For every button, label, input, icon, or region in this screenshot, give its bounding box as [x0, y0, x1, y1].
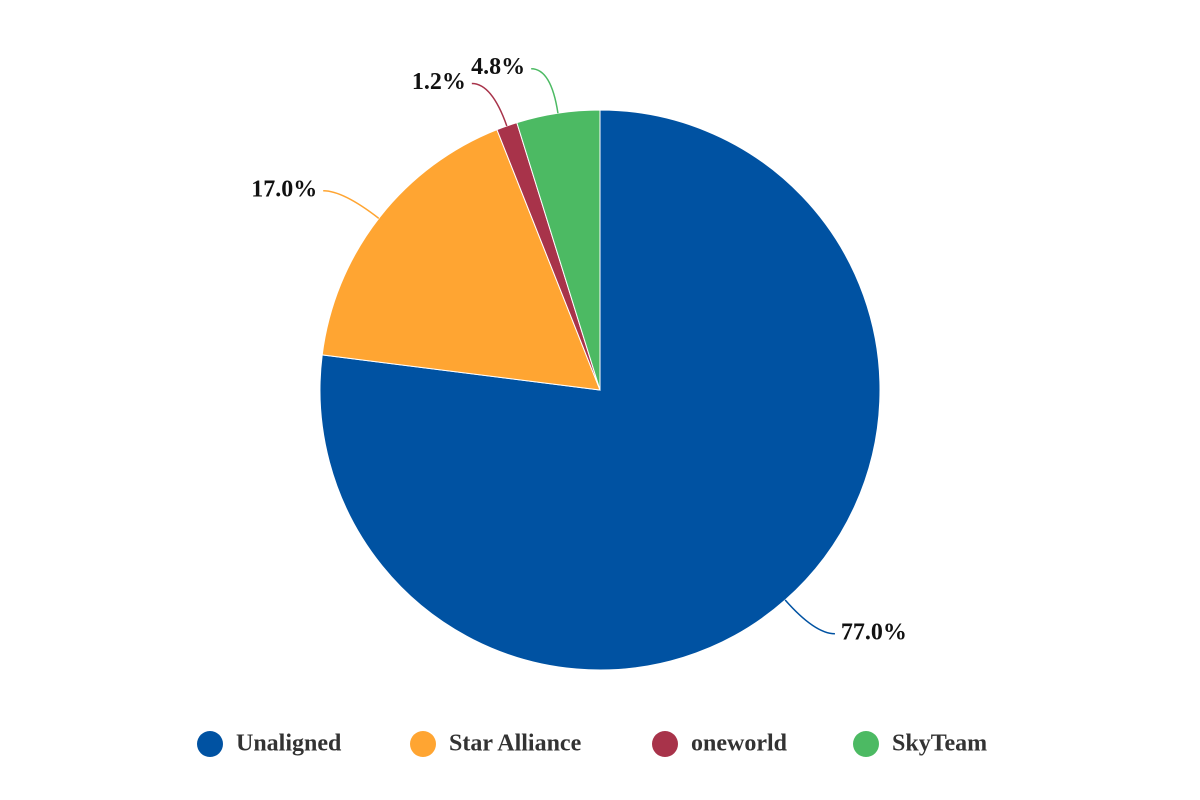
legend-label: oneworld [691, 731, 788, 757]
value-label: 1.2% [412, 69, 466, 95]
leader-line [323, 190, 380, 219]
pie-slice [321, 129, 601, 391]
leader-line [531, 67, 559, 114]
value-label: 4.8% [471, 54, 525, 80]
pie-slice [516, 109, 601, 391]
legend-label: SkyTeam [892, 731, 987, 757]
legend-marker [410, 731, 436, 757]
legend-marker [652, 731, 678, 757]
legend-label: Star Alliance [449, 731, 582, 757]
value-label: 17.0% [251, 176, 317, 202]
value-label: 77.0% [841, 619, 907, 645]
leader-line [784, 599, 835, 635]
legend-marker [853, 731, 879, 757]
legend-marker [197, 731, 223, 757]
legend-label: Unaligned [236, 731, 342, 757]
leader-line [471, 82, 508, 127]
